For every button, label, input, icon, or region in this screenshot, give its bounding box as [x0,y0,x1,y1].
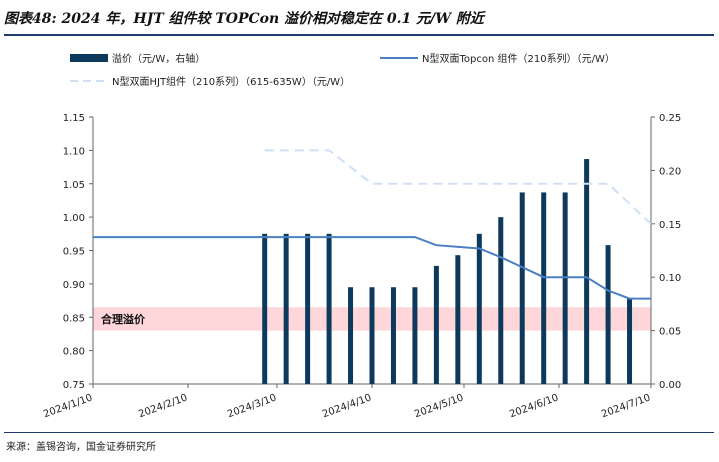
premium-bar [305,233,311,384]
legend-swatch-premium [70,54,108,62]
premium-bar [519,192,525,384]
premium-bar [584,159,590,384]
x-tick-label: 2024/2/10 [137,392,189,420]
left-tick-label: 1.10 [63,146,85,157]
premium-bar [348,287,354,384]
legend-label: N型双面HJT组件（210系列）（615-635W）（元/W） [112,75,350,88]
legend-label: 溢价（元/W，右轴） [112,52,205,65]
x-tick-label: 2024/6/10 [508,392,560,420]
right-tick-label: 0.20 [659,166,681,177]
topcon-price-line [93,236,651,300]
source-note: 来源：盖锡咨询，国金证券研究所 [6,442,156,453]
x-tick-label: 2024/5/10 [413,392,465,420]
premium-bar [412,287,418,384]
page-title: 图表48: 2024 年，HJT 组件较 TOPCon 溢价相对稳定在 0.1 … [4,11,484,27]
premium-bar [369,287,375,384]
premium-bar [433,265,439,384]
title-divider [4,34,714,36]
hjt-price-line [264,149,652,225]
left-tick-label: 1.15 [63,113,85,124]
right-tick-label: 0.00 [659,380,681,391]
left-tick-label: 0.90 [63,280,85,291]
premium-bar [605,245,611,384]
left-tick-label: 0.80 [63,347,85,358]
premium-bar [262,233,268,384]
left-tick-label: 0.75 [63,380,85,391]
right-tick-label: 0.10 [659,273,681,284]
x-tick-label: 2024/7/10 [600,392,652,420]
premium-bar [541,192,547,384]
left-tick-label: 0.95 [63,247,85,258]
premium-bar [455,255,461,384]
band-label: 合理溢价 [101,312,146,326]
premium-bar [627,298,633,384]
left-tick-label: 1.05 [63,180,85,191]
right-tick-label: 0.25 [659,113,681,124]
left-tick-label: 0.85 [63,313,85,324]
left-tick-label: 1.00 [63,213,85,224]
footer-divider [4,432,714,433]
legend-label: N型双面Topcon 组件（210系列）（元/W） [422,52,615,65]
x-tick-label: 2024/1/10 [42,392,94,420]
premium-bar [498,217,504,384]
premium-bar [326,233,332,384]
x-tick-label: 2024/3/10 [226,392,278,420]
right-tick-label: 0.05 [659,327,681,338]
premium-bar [476,233,482,384]
right-tick-label: 0.15 [659,220,681,231]
x-tick-label: 2024/4/10 [321,392,373,420]
chart: 合理溢价 0.75 0.80 0.85 0.90 0.95 1.00 1.05 1.10 1.15… [42,52,681,420]
premium-bar [283,233,289,384]
premium-bar [390,287,396,384]
premium-bar [562,192,568,384]
